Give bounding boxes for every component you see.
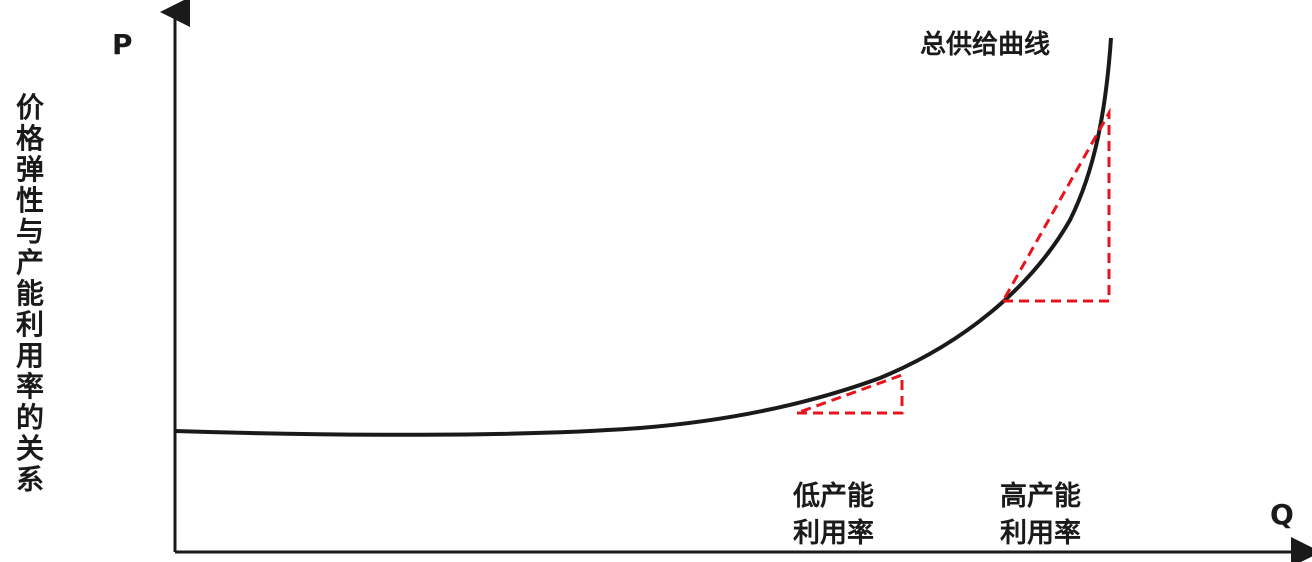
- x-axis-label: Q: [1270, 498, 1294, 531]
- side-title-char: 能: [15, 277, 44, 310]
- side-title-char: 格: [15, 122, 44, 155]
- side-title-char: 产: [15, 246, 44, 279]
- low-utilization-label-line1: 低产能: [792, 480, 874, 512]
- side-title: 价格弹性与产能利用率的关系: [12, 92, 48, 495]
- high-utilization-triangle: [1000, 107, 1111, 303]
- side-title-char: 关: [15, 432, 44, 465]
- side-title-char: 价: [15, 91, 44, 124]
- side-title-char: 系: [15, 463, 44, 496]
- low-utilization-triangle: [796, 372, 904, 415]
- side-title-char: 性: [15, 184, 44, 217]
- high-utilization-label-line1: 高产能: [1000, 480, 1081, 512]
- side-title-char: 用: [15, 339, 44, 372]
- low-utilization-label-line2: 利用率: [793, 517, 874, 549]
- curve-label: 总供给曲线: [920, 29, 1050, 60]
- side-title-char: 的: [15, 401, 44, 434]
- y-axis-label: P: [112, 28, 133, 61]
- high-utilization-label-line2: 利用率: [1000, 517, 1081, 549]
- side-title-char: 弹: [15, 153, 44, 186]
- aggregate-supply-curve: [174, 37, 1113, 437]
- side-title-char: 与: [15, 215, 44, 248]
- side-title-char: 率: [15, 370, 44, 403]
- side-title-char: 利: [15, 308, 44, 341]
